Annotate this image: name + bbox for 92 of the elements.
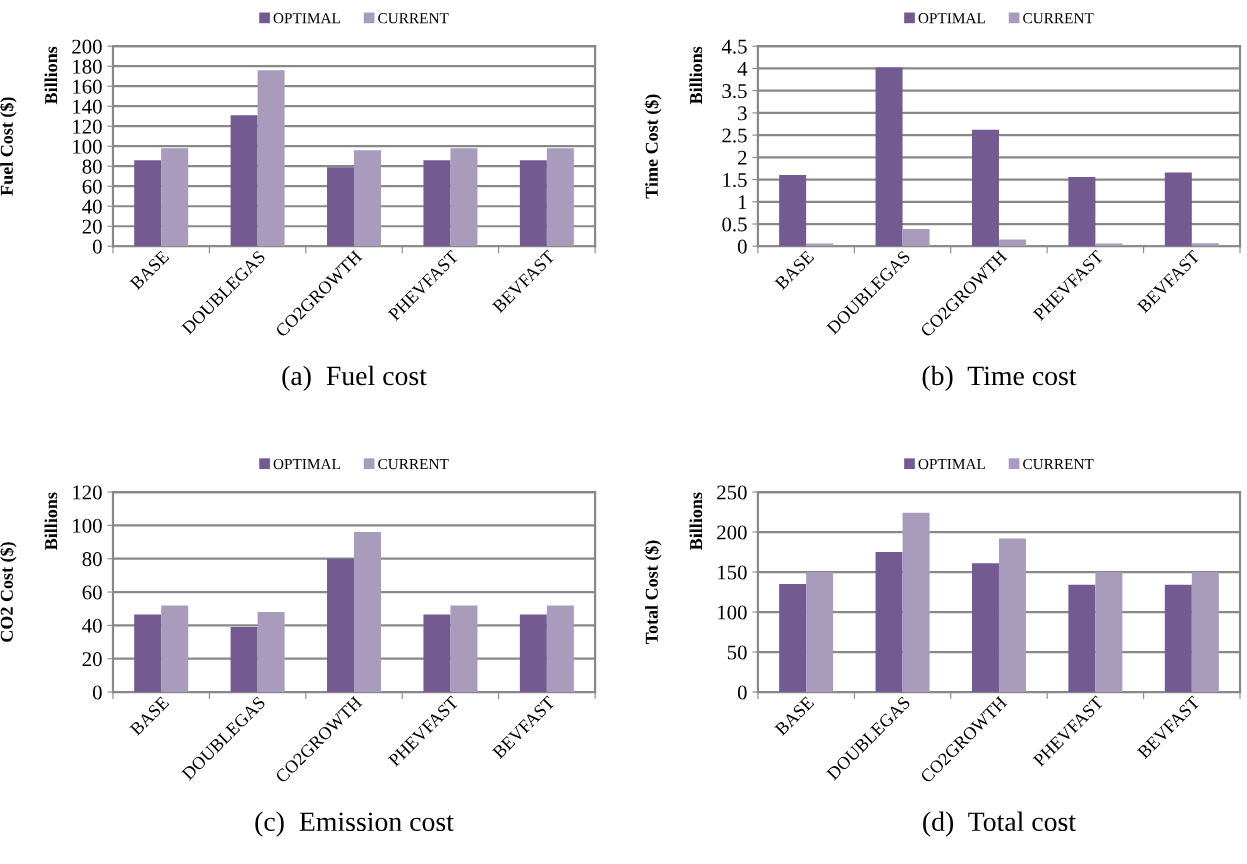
legend-label: OPTIMAL — [918, 13, 985, 24]
bar — [230, 115, 258, 247]
bar — [1068, 176, 1096, 247]
bar — [779, 175, 807, 247]
y-tick-label: 0 — [737, 239, 747, 254]
y-tick-label: 80 — [82, 552, 102, 567]
legend-label: CURRENT — [1023, 13, 1094, 24]
y-tick-label: 140 — [73, 99, 102, 114]
y-axis-title: CO2 Cost ($) — [0, 542, 17, 642]
bar — [875, 552, 903, 693]
bar — [902, 512, 930, 693]
bar — [134, 614, 162, 693]
bar — [546, 605, 574, 693]
y-tick-label: 0 — [737, 685, 747, 700]
legend-label: OPTIMAL — [273, 13, 340, 24]
y-tick-label: 80 — [82, 159, 102, 174]
y-tick-label: 40 — [82, 199, 102, 214]
y-tick-label: 3 — [738, 106, 747, 121]
y-tick-label: 150 — [718, 565, 747, 580]
y-tick-label: 250 — [717, 485, 747, 500]
bar — [546, 148, 574, 247]
y-tick-label: 60 — [82, 179, 102, 194]
y-tick-label: 180 — [73, 59, 102, 74]
bar — [806, 572, 834, 693]
bar — [971, 563, 999, 693]
y-tick-label: 40 — [82, 618, 102, 633]
bar — [161, 148, 189, 247]
y-tick-label: 20 — [82, 652, 102, 667]
y-tick-label: 100 — [73, 518, 102, 533]
y-tick-label: 120 — [73, 119, 102, 134]
bar — [779, 584, 807, 693]
y-tick-label: 60 — [82, 585, 102, 600]
x-axis-title: (c) Emission cost — [255, 811, 454, 837]
bar — [257, 70, 285, 247]
bar — [1068, 584, 1096, 693]
bar — [971, 129, 999, 247]
y-tick-label: 50 — [727, 645, 747, 660]
y-axis-title: Time Cost ($) — [644, 94, 662, 199]
text: Billions — [44, 46, 58, 105]
text: Billions — [689, 492, 703, 550]
y-tick-label: 0.5 — [722, 217, 747, 232]
y-axis-title: Fuel Cost ($) — [0, 97, 17, 196]
bar — [1095, 572, 1123, 693]
bar — [519, 614, 547, 693]
bar — [902, 228, 930, 247]
bar — [423, 614, 451, 693]
bar — [450, 148, 478, 247]
y-tick-label: 120 — [73, 485, 102, 500]
bar — [875, 67, 903, 247]
y-tick-label: 2 — [738, 150, 747, 165]
bar — [327, 558, 355, 693]
y-tick-label: 0 — [92, 685, 102, 700]
legend-label: CURRENT — [1023, 458, 1094, 470]
y-axis-title: Total Cost ($) — [644, 540, 662, 645]
y-tick-label: 200 — [717, 525, 747, 540]
bar — [257, 612, 285, 693]
bar — [998, 538, 1026, 693]
y-tick-label: 4 — [737, 61, 748, 76]
bar — [519, 160, 547, 247]
y-tick-label: 200 — [72, 39, 102, 54]
y-tick-label: 100 — [718, 605, 747, 620]
x-axis-title: (d) Total cost — [923, 811, 1076, 837]
bar — [423, 160, 451, 247]
y-tick-label: 3.5 — [722, 84, 747, 99]
bar — [354, 150, 382, 247]
bar — [327, 167, 355, 247]
legend-label: CURRENT — [378, 458, 449, 470]
y-tick-label: 0 — [92, 239, 102, 254]
x-axis-title: (b) Time cost — [922, 365, 1077, 391]
y-tick-label: 100 — [73, 139, 102, 154]
legend-label: CURRENT — [378, 13, 449, 24]
bar — [230, 627, 258, 693]
text: Billions — [689, 46, 703, 105]
text: Billions — [44, 492, 58, 550]
bar — [134, 160, 162, 247]
y-tick-label: 2.5 — [722, 128, 747, 143]
x-axis-title: (a) Fuel cost — [282, 365, 427, 391]
bar — [161, 605, 189, 693]
y-tick-label: 20 — [82, 219, 102, 234]
bar — [1191, 572, 1219, 693]
legend-label: OPTIMAL — [918, 458, 985, 470]
y-tick-label: 160 — [73, 79, 102, 94]
bar — [1191, 243, 1219, 247]
y-tick-label: 1 — [738, 195, 747, 210]
bar — [1164, 172, 1192, 247]
y-tick-label: 1.5 — [723, 173, 747, 188]
bar — [1164, 584, 1192, 693]
bar — [998, 239, 1026, 247]
bar — [354, 532, 382, 693]
bar — [450, 605, 478, 693]
legend-label: OPTIMAL — [273, 458, 340, 470]
y-tick-label: 4.5 — [721, 39, 747, 54]
